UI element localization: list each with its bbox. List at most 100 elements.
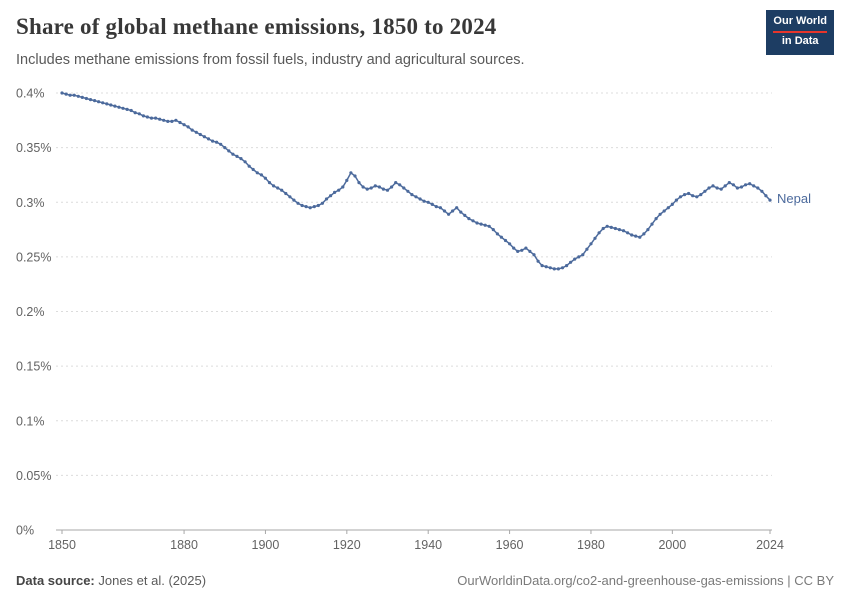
series-point (605, 224, 609, 228)
series-point (198, 132, 202, 137)
series-point (381, 187, 385, 191)
series-point (662, 209, 666, 213)
series-label-nepal: Nepal (777, 191, 811, 207)
series-point (634, 234, 638, 238)
series-point (93, 99, 97, 103)
series-point (463, 213, 467, 217)
series-point (284, 191, 288, 196)
series-point (84, 96, 88, 101)
series-point (406, 189, 410, 193)
series-point (715, 186, 719, 190)
x-tick-label: 1850 (48, 538, 76, 552)
series-point (206, 137, 211, 141)
series-point (455, 206, 459, 210)
series-point (174, 118, 178, 122)
series-point (105, 102, 109, 106)
series-point (292, 198, 296, 202)
series-point (60, 91, 64, 95)
series-point (162, 118, 166, 122)
series-point (64, 92, 68, 96)
series-point (418, 197, 422, 201)
series-point (300, 203, 304, 208)
x-tick-label: 1900 (252, 538, 280, 552)
series-point (670, 202, 674, 206)
owid-logo[interactable]: Our World in Data (766, 10, 834, 55)
series-point (735, 186, 740, 190)
series-point (349, 171, 353, 175)
series-point (231, 152, 235, 156)
series-point (68, 93, 72, 97)
series-point (390, 185, 394, 189)
series-point (251, 167, 255, 172)
series-point (422, 199, 426, 203)
series-point (430, 202, 434, 206)
series-point (585, 247, 589, 251)
series-point (491, 228, 495, 232)
series-point (223, 146, 227, 150)
series-point (243, 160, 247, 164)
owid-logo-line1: Our World (773, 15, 827, 33)
series-point (723, 184, 727, 188)
data-source: Data source: Jones et al. (2025) (16, 573, 206, 588)
series-point (333, 190, 337, 194)
series-point (166, 119, 170, 123)
y-tick-label: 0.35% (16, 141, 51, 155)
series-point (263, 176, 267, 180)
y-tick-label: 0% (16, 524, 34, 538)
x-tick-label: 1980 (577, 538, 605, 552)
series-point (739, 185, 744, 189)
y-tick-label: 0.3% (16, 196, 45, 210)
series-point (756, 186, 760, 190)
series-point (532, 253, 536, 257)
series-point (487, 224, 491, 228)
series-point (760, 189, 764, 193)
series-point (239, 157, 243, 161)
series-point (630, 233, 634, 237)
owid-logo-line2: in Data (781, 34, 819, 47)
chart-subtitle: Includes methane emissions from fossil f… (16, 52, 525, 68)
series-point (296, 201, 300, 205)
series-point (768, 198, 772, 202)
series-point (426, 200, 430, 204)
series-point (312, 205, 316, 209)
series-point (475, 221, 479, 225)
series-point (121, 106, 125, 110)
series-point (276, 186, 280, 190)
series-point (288, 195, 292, 199)
series-point (158, 117, 162, 121)
series-point (101, 101, 105, 105)
series-point (642, 232, 646, 236)
series-point (589, 242, 593, 246)
series-point (695, 195, 699, 199)
x-tick-label: 1940 (414, 538, 442, 552)
series-point (597, 231, 601, 235)
series-point (341, 185, 345, 189)
series-point (280, 188, 284, 192)
series-point (109, 103, 113, 107)
series-point (544, 265, 548, 269)
series-point (666, 206, 670, 210)
series-point (711, 184, 715, 188)
series-point (471, 219, 475, 223)
series-point (410, 193, 414, 197)
series-point (621, 229, 626, 233)
series-point (581, 253, 585, 257)
series-point (442, 209, 447, 213)
series-point (654, 217, 658, 221)
y-tick-label: 0.4% (16, 87, 45, 101)
series-point (638, 235, 642, 239)
series-point (259, 173, 263, 177)
series-point (650, 222, 654, 226)
series-point (699, 193, 703, 197)
footer-citation-link[interactable]: OurWorldinData.org/co2-and-greenhouse-ga… (457, 573, 834, 588)
series-point (137, 112, 141, 116)
series-point (674, 198, 679, 202)
series-point (394, 181, 398, 185)
series-point (324, 197, 329, 201)
series-point (72, 93, 76, 97)
y-tick-label: 0.1% (16, 414, 45, 428)
series-point (556, 267, 561, 271)
series-point (540, 264, 544, 268)
series-point (658, 212, 662, 216)
